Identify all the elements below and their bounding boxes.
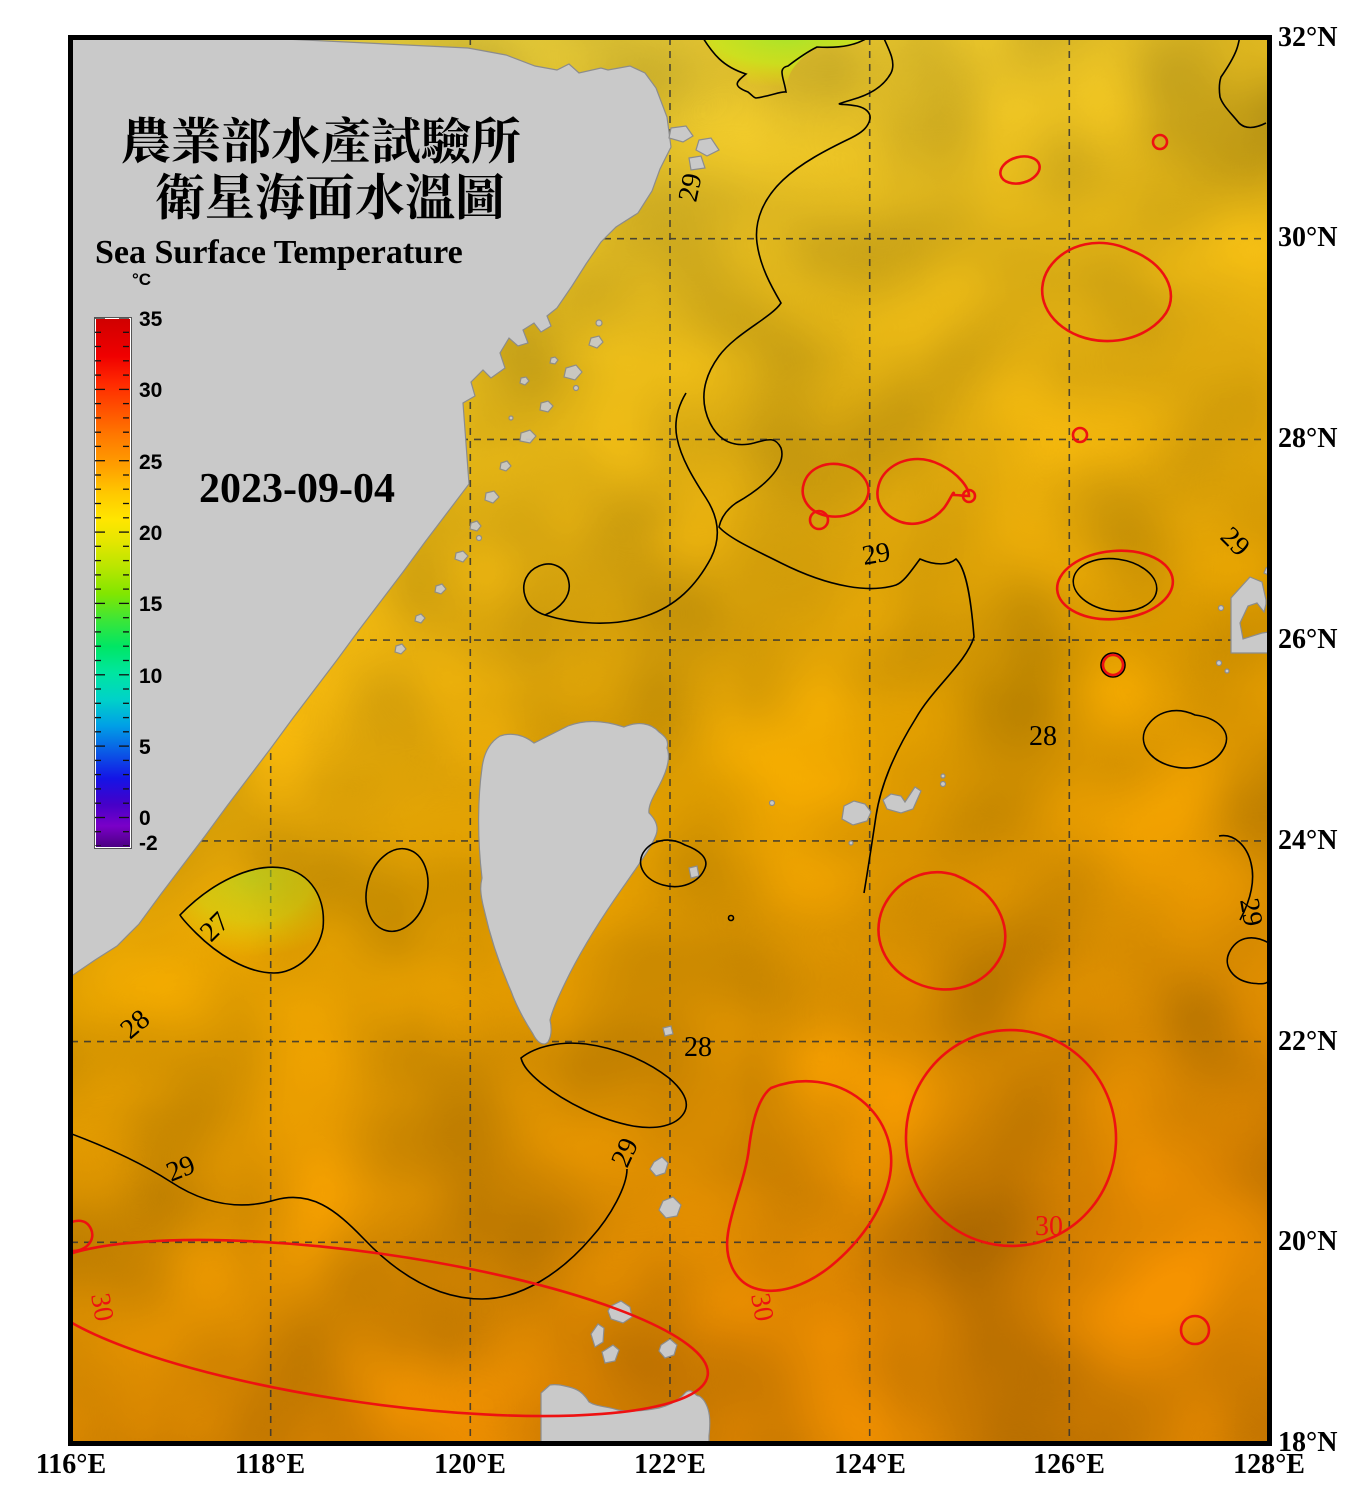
svg-text:29: 29 xyxy=(860,537,893,572)
svg-text:28: 28 xyxy=(684,1032,712,1063)
svg-text:28: 28 xyxy=(1029,721,1057,752)
svg-text:30: 30 xyxy=(1035,1211,1063,1242)
svg-text:30: 30 xyxy=(744,1291,779,1324)
svg-text:29: 29 xyxy=(1233,896,1268,929)
svg-text:30: 30 xyxy=(84,1291,119,1324)
